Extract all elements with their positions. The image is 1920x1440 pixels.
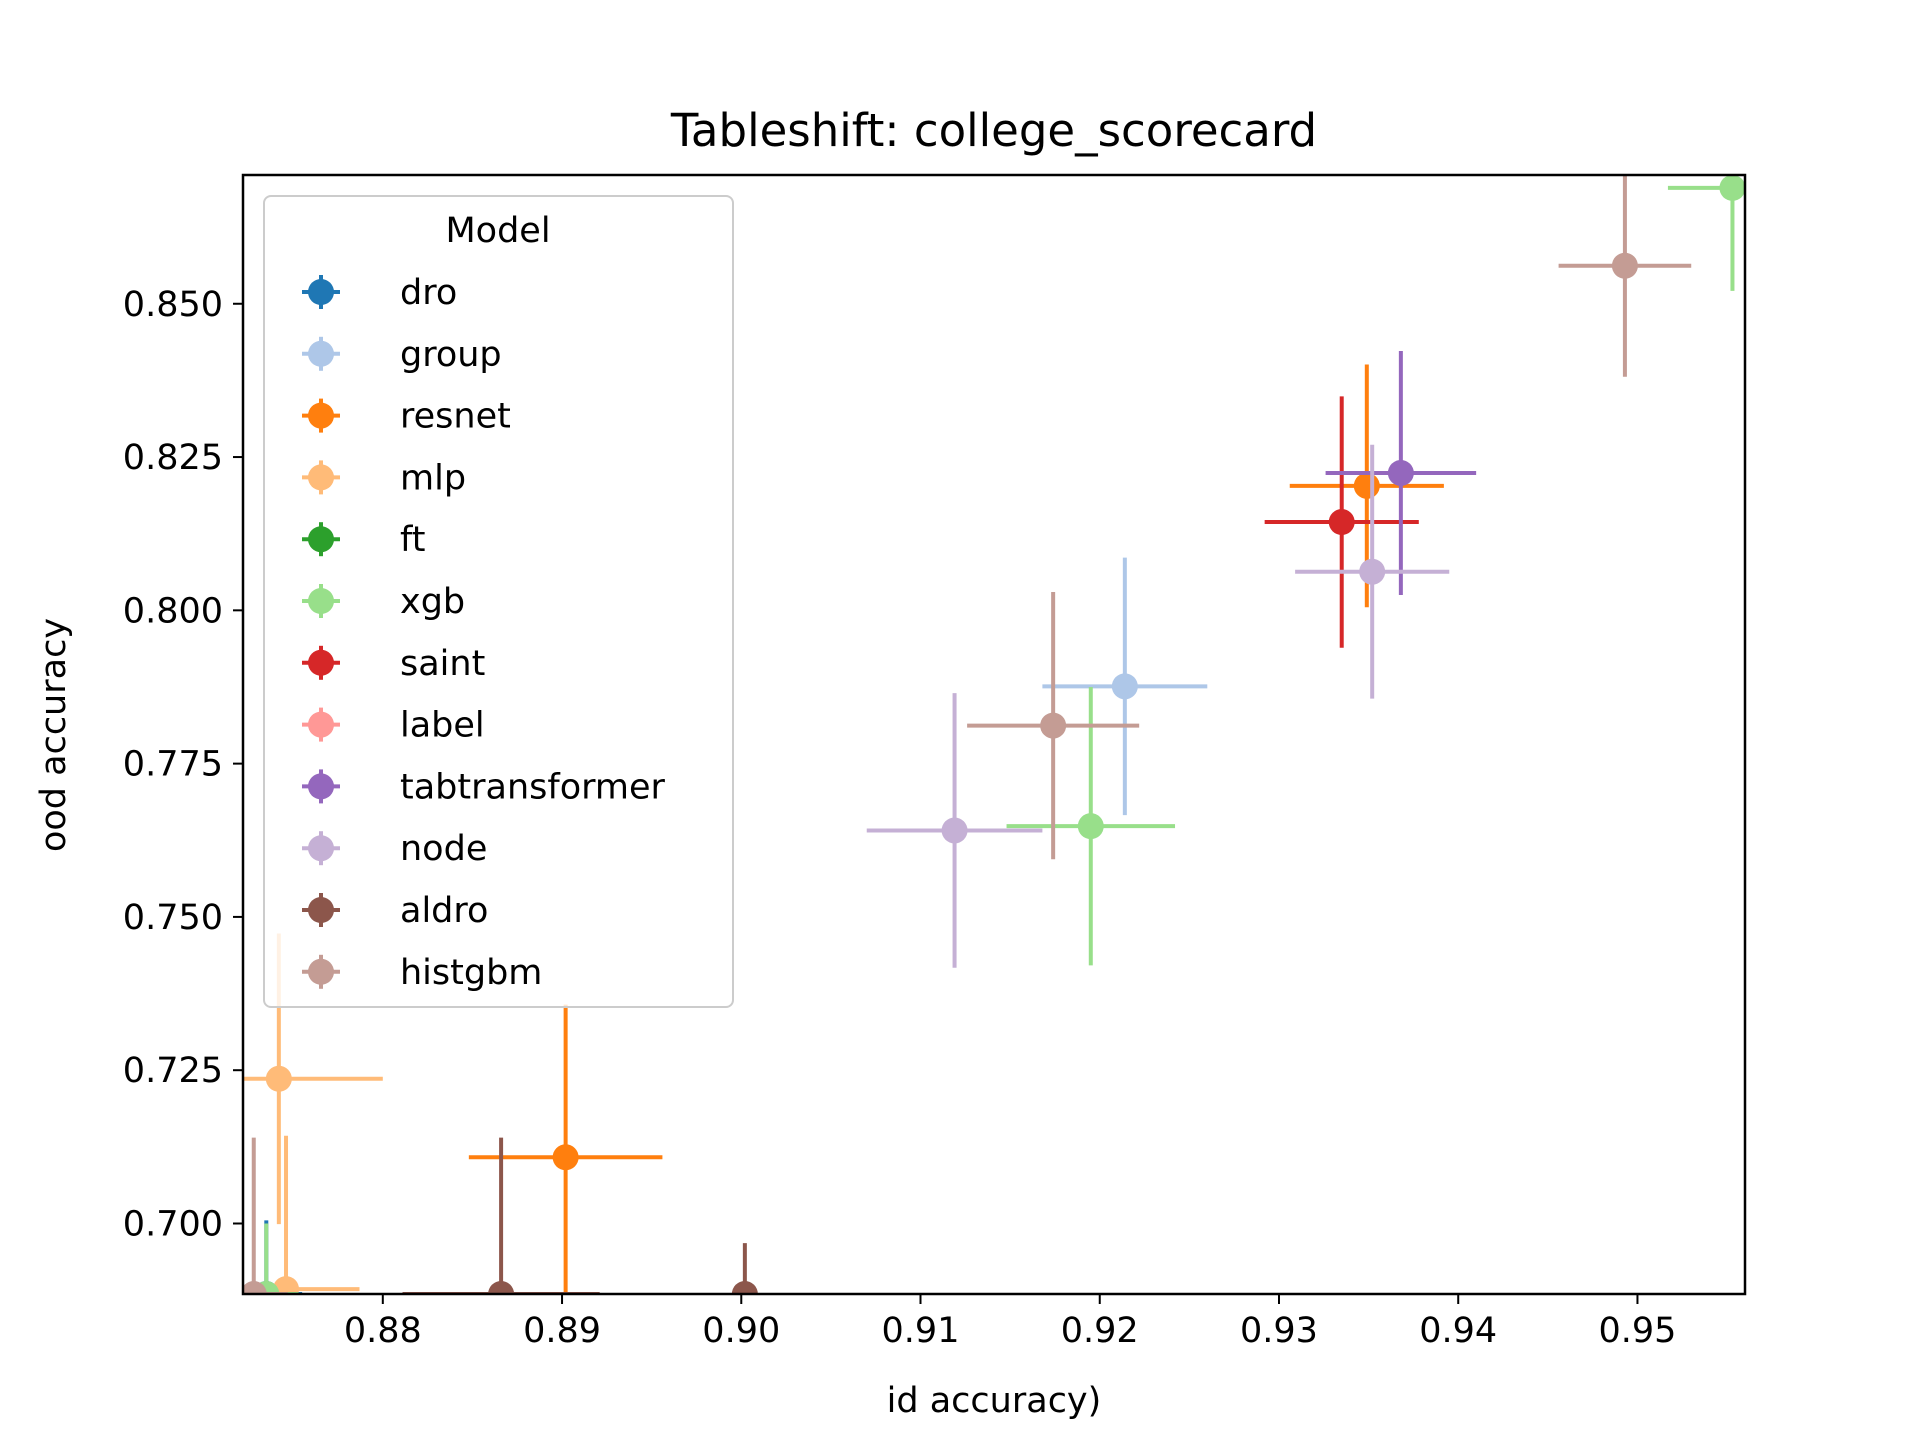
axes: 0.88 0.89 0.90 0.91 0.92 0.93 0.94 0.95 0.700 0.7… <box>123 173 1747 1351</box>
legend-label: label <box>400 706 485 746</box>
data-point <box>1111 673 1138 700</box>
legend-label: node <box>400 829 487 869</box>
data-point <box>1359 558 1386 585</box>
y-tick-label: 0.850 <box>123 285 223 325</box>
data-point <box>1353 472 1380 499</box>
legend-marker-dot <box>308 526 334 553</box>
x-tick-label: 0.92 <box>1061 1311 1139 1351</box>
legend-frame <box>263 195 734 1008</box>
legend-marker-dot <box>308 279 334 305</box>
x-tick-label: 0.94 <box>1419 1311 1497 1351</box>
legend-label: dro <box>400 273 457 313</box>
legend-label: ft <box>400 520 425 560</box>
axes-frame <box>241 173 1747 1296</box>
y-tick-label: 0.800 <box>123 591 223 631</box>
y-tick-label: 0.725 <box>123 1051 223 1091</box>
x-tick-label: 0.91 <box>882 1311 960 1351</box>
y-tick-label: 0.775 <box>123 745 223 785</box>
data-point <box>273 1276 300 1294</box>
legend-label: mlp <box>400 458 466 498</box>
y-axis-label: ood accuracy <box>34 618 74 852</box>
legend-marker-dot <box>308 773 334 800</box>
x-axis-label: id accuracy) <box>887 1381 1102 1421</box>
x-tick-label: 0.90 <box>702 1311 780 1351</box>
legend-label: aldro <box>400 891 488 931</box>
legend-marker-dot <box>308 464 334 491</box>
legend-marker-dot <box>308 588 334 614</box>
data-point <box>552 1144 579 1171</box>
y-tick-label: 0.825 <box>123 438 223 478</box>
data-point <box>243 1281 267 1294</box>
legend-label: resnet <box>400 397 511 437</box>
x-tick-label: 0.95 <box>1598 1311 1676 1351</box>
legend-marker-dot <box>308 897 334 923</box>
chart-title: Tableshift: college_scorecard <box>670 104 1317 157</box>
data-point <box>1387 459 1414 486</box>
legend-label: saint <box>400 644 485 684</box>
data-point <box>488 1281 515 1294</box>
data-point <box>731 1281 758 1294</box>
data-point <box>1328 509 1355 536</box>
legend-label: histgbm <box>400 953 542 993</box>
legend: Model dro group resnet mlp ft xgb saint label ta… <box>263 195 734 1008</box>
x-tick-label: 0.89 <box>523 1311 601 1351</box>
data-point <box>265 1065 292 1092</box>
y-tick-label: 0.750 <box>123 898 223 938</box>
legend-marker-dot <box>308 835 334 862</box>
legend-marker-dot <box>308 402 334 429</box>
legend-label: tabtransformer <box>400 767 666 807</box>
legend-marker-dot <box>308 649 334 676</box>
legend-marker-dot <box>308 711 334 738</box>
y-tick-label: 0.700 <box>123 1204 223 1244</box>
data-point <box>1040 712 1067 739</box>
legend-marker-dot <box>308 958 334 985</box>
x-tick-label: 0.93 <box>1240 1311 1318 1351</box>
legend-label: group <box>400 335 502 375</box>
legend-label: xgb <box>400 582 465 622</box>
data-point <box>1077 813 1104 840</box>
legend-marker-dot <box>308 340 334 367</box>
data-point <box>1611 252 1638 279</box>
x-tick-label: 0.88 <box>344 1311 422 1351</box>
legend-title: Model <box>445 211 550 251</box>
data-point <box>1719 175 1745 201</box>
data-point <box>941 817 968 844</box>
